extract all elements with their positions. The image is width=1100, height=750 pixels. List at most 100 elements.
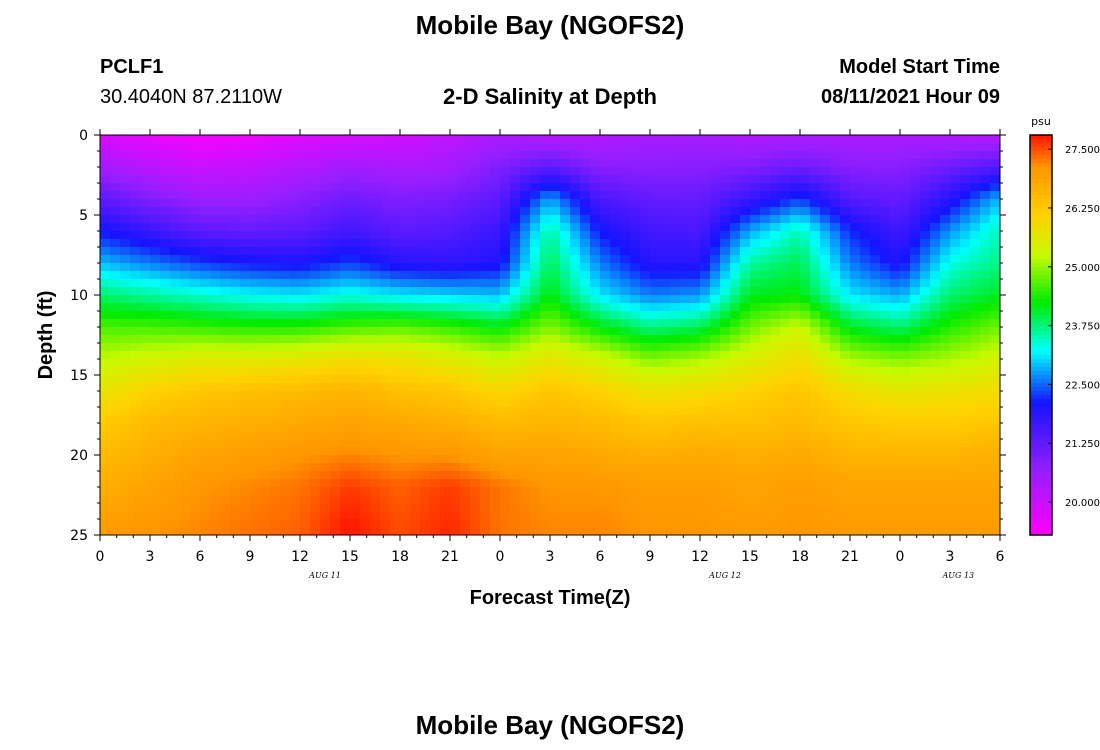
heatmap-cell (990, 327, 1001, 336)
heatmap-cell (500, 191, 511, 200)
heatmap-cell (660, 471, 671, 480)
heatmap-cell (570, 391, 581, 400)
heatmap-cell (590, 287, 601, 296)
heatmap-cell (910, 319, 921, 328)
heatmap-cell (110, 255, 121, 264)
heatmap-cell (450, 503, 461, 512)
heatmap-cell (380, 319, 391, 328)
heatmap-cell (760, 527, 771, 536)
heatmap-cell (470, 143, 481, 152)
heatmap-cell (840, 263, 851, 272)
heatmap-cell (950, 423, 961, 432)
heatmap-cell (450, 247, 461, 256)
heatmap-cell (390, 231, 401, 240)
heatmap-cell (210, 207, 221, 216)
heatmap-cell (550, 271, 561, 280)
heatmap-cell (170, 295, 181, 304)
heatmap-cell (430, 359, 441, 368)
heatmap-cell (990, 207, 1001, 216)
heatmap-cell (160, 383, 171, 392)
heatmap-cell (420, 167, 431, 176)
heatmap-cell (720, 159, 731, 168)
heatmap-cell (130, 255, 141, 264)
heatmap-cell (430, 167, 441, 176)
heatmap-cell (460, 295, 471, 304)
heatmap-cell (670, 439, 681, 448)
heatmap-cell (210, 423, 221, 432)
heatmap-cell (760, 447, 771, 456)
heatmap-cell (130, 511, 141, 520)
heatmap-cell (750, 311, 761, 320)
heatmap-cell (680, 183, 691, 192)
heatmap-cell (220, 327, 231, 336)
heatmap-cell (250, 295, 261, 304)
heatmap-cell (320, 167, 331, 176)
heatmap-cell (390, 295, 401, 304)
heatmap-cell (260, 439, 271, 448)
heatmap-cell (850, 231, 861, 240)
colorbar-tick-label: 27.500 (1065, 145, 1100, 156)
heatmap-cell (580, 375, 591, 384)
heatmap-cell (390, 271, 401, 280)
heatmap-cell (640, 279, 651, 288)
heatmap-cell (120, 367, 131, 376)
heatmap-cell (270, 423, 281, 432)
heatmap-cell (420, 415, 431, 424)
heatmap-cell (690, 495, 701, 504)
heatmap-cell (690, 311, 701, 320)
heatmap-cell (530, 343, 541, 352)
heatmap-cell (940, 447, 951, 456)
heatmap-cell (530, 511, 541, 520)
heatmap-cell (100, 303, 111, 312)
heatmap-cell (820, 423, 831, 432)
heatmap-cell (640, 383, 651, 392)
heatmap-cell (540, 279, 551, 288)
heatmap-cell (220, 239, 231, 248)
heatmap-cell (690, 295, 701, 304)
heatmap-cell (340, 311, 351, 320)
heatmap-cell (740, 215, 751, 224)
heatmap-cell (880, 135, 891, 144)
heatmap-cell (450, 183, 461, 192)
heatmap-cell (120, 335, 131, 344)
heatmap-cell (300, 447, 311, 456)
heatmap-cell (450, 343, 461, 352)
heatmap-cell (780, 231, 791, 240)
heatmap-cell (140, 279, 151, 288)
heatmap-cell (100, 399, 111, 408)
heatmap-cell (140, 239, 151, 248)
heatmap-cell (800, 527, 811, 536)
heatmap-cell (760, 335, 771, 344)
heatmap-cell (810, 431, 821, 440)
heatmap-cell (130, 415, 141, 424)
heatmap-cell (460, 519, 471, 528)
heatmap-cell (280, 263, 291, 272)
heatmap-cell (260, 151, 271, 160)
heatmap-cell (170, 327, 181, 336)
heatmap-cell (350, 295, 361, 304)
heatmap-cell (100, 431, 111, 440)
heatmap-cell (920, 263, 931, 272)
heatmap-cell (660, 159, 671, 168)
heatmap-cell (180, 239, 191, 248)
heatmap-cell (980, 311, 991, 320)
heatmap-cell (330, 335, 341, 344)
heatmap-cell (910, 231, 921, 240)
heatmap-cell (520, 175, 531, 184)
heatmap-cell (860, 439, 871, 448)
heatmap-cell (770, 215, 781, 224)
heatmap-cell (400, 343, 411, 352)
heatmap-cell (110, 439, 121, 448)
heatmap-cell (990, 159, 1001, 168)
heatmap-cell (350, 287, 361, 296)
heatmap-cell (220, 255, 231, 264)
heatmap-cell (610, 359, 621, 368)
heatmap-cell (820, 343, 831, 352)
heatmap-cell (510, 311, 521, 320)
heatmap-cell (510, 399, 521, 408)
colorbar-tick-label: 23.750 (1065, 322, 1100, 333)
heatmap-cell (780, 503, 791, 512)
heatmap-cell (600, 351, 611, 360)
heatmap-cell (210, 191, 221, 200)
